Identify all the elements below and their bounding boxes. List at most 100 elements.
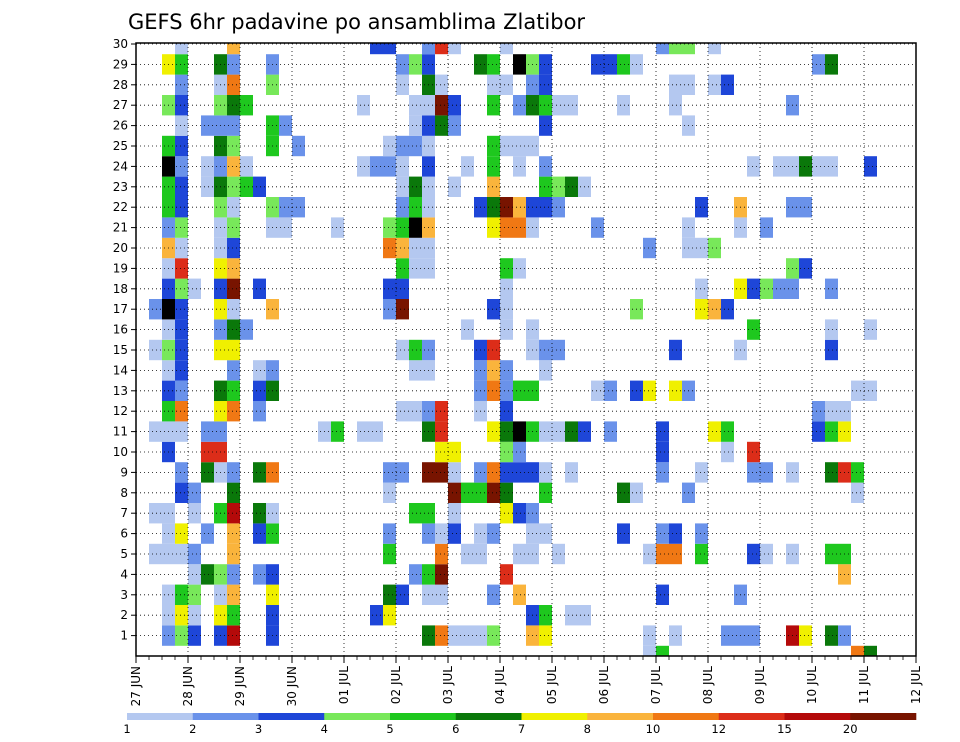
heatmap-cell [487, 217, 500, 238]
heatmap-cell [383, 43, 396, 55]
heatmap-cell [435, 115, 448, 136]
heatmap-cell [695, 237, 708, 259]
heatmap-cell [513, 156, 526, 177]
heatmap-cell [851, 482, 864, 503]
heatmap-cell [227, 176, 240, 197]
heatmap-cell [227, 95, 240, 116]
heatmap-cell [175, 380, 188, 401]
heatmap-cell [383, 543, 396, 565]
heatmap-cell [513, 95, 526, 116]
heatmap-cell [487, 197, 500, 218]
heatmap-cell [825, 319, 838, 340]
heatmap-cell [435, 95, 448, 116]
x-tick-label: 05 JUL [545, 666, 559, 704]
heatmap-cell [487, 482, 500, 503]
heatmap-cell [643, 543, 656, 565]
heatmap-cell [175, 135, 188, 157]
heatmap-cell [175, 462, 188, 483]
heatmap-cell [396, 54, 409, 75]
heatmap-cell [721, 74, 734, 95]
heatmap-cell [396, 197, 409, 218]
heatmap-cell [825, 462, 838, 483]
y-tick-label: 7 [120, 506, 128, 520]
heatmap-cell [825, 421, 838, 442]
heatmap-cell [695, 278, 708, 299]
x-axis-ticks: 27 JUN 28 JUN 29 JUN 30 JUN 01 JUL 02 JUL 03 J… [129, 656, 923, 706]
heatmap-cell [539, 482, 552, 503]
heatmap-cell [448, 462, 461, 483]
y-tick-label: 28 [113, 78, 128, 92]
heatmap-cell [565, 176, 578, 197]
heatmap-cell [851, 462, 864, 483]
heatmap-cell [448, 115, 461, 136]
heatmap-cell [253, 278, 266, 299]
heatmap-cell [500, 258, 513, 279]
heatmap-cell [487, 156, 500, 177]
colorbar-label: 3 [255, 722, 262, 736]
heatmap-cell [435, 462, 448, 483]
heatmap-cell [201, 156, 214, 177]
x-tick-label: 11 JUL [857, 666, 871, 704]
heatmap-cell [864, 380, 877, 401]
heatmap-cell [201, 176, 214, 197]
heatmap-cell [331, 217, 344, 238]
heatmap-cell [175, 176, 188, 197]
heatmap-cell [695, 462, 708, 483]
heatmap-cell [175, 237, 188, 259]
y-tick-label: 12 [113, 404, 128, 418]
heatmap-cell [695, 299, 708, 320]
heatmap-cell [396, 462, 409, 483]
heatmap-cell [656, 543, 669, 565]
heatmap-cell [149, 503, 162, 524]
x-tick-label: 09 JUL [753, 666, 767, 704]
heatmap-cell [435, 625, 448, 646]
x-tick-label: 02 JUL [389, 666, 403, 704]
heatmap-cell [812, 401, 825, 422]
heatmap-cell [500, 197, 513, 218]
heatmap-cell [500, 462, 513, 483]
heatmap-cell [396, 258, 409, 279]
heatmap-cell [227, 482, 240, 503]
heatmap-cell [461, 319, 474, 340]
y-tick-label: 9 [120, 465, 128, 479]
heatmap-cell [175, 115, 188, 136]
heatmap-cell [500, 319, 513, 340]
x-tick-label: 27 JUN [129, 666, 143, 706]
heatmap-cells [149, 43, 877, 656]
heatmap-cell [539, 523, 552, 544]
heatmap-cell [825, 54, 838, 75]
heatmap-cell [513, 503, 526, 524]
heatmap-cell [201, 564, 214, 585]
heatmap-cell [409, 564, 422, 585]
x-tick-label: 03 JUL [441, 666, 455, 704]
heatmap-cell [513, 135, 526, 157]
colorbar-swatch [587, 713, 654, 720]
heatmap-cell [461, 156, 474, 177]
heatmap-cell [669, 380, 682, 401]
heatmap-cell [695, 543, 708, 565]
plot-frame [135, 42, 917, 657]
heatmap-cell [227, 584, 240, 605]
heatmap-cell [409, 217, 422, 238]
heatmap-cell [253, 503, 266, 524]
heatmap-cell [487, 54, 500, 75]
heatmap-cell [656, 645, 669, 656]
heatmap-cell [383, 217, 396, 238]
colorbar-swatch [521, 713, 588, 720]
y-tick-label: 2 [120, 608, 128, 622]
heatmap-cell [396, 74, 409, 95]
heatmap-cell [513, 54, 526, 75]
heatmap-cell [227, 237, 240, 259]
heatmap-cell [448, 523, 461, 544]
heatmap-cell [513, 441, 526, 463]
colorbar-label: 6 [452, 722, 459, 736]
heatmap-cell [617, 54, 630, 75]
heatmap-cell [487, 523, 500, 544]
heatmap-cell [227, 564, 240, 585]
colorbar-swatch [324, 713, 391, 720]
heatmap-cell [253, 176, 266, 197]
y-tick-label: 6 [120, 527, 128, 541]
heatmap-cell [747, 156, 760, 177]
colorbar-label: 15 [777, 722, 792, 736]
colorbar-label: 7 [518, 722, 525, 736]
